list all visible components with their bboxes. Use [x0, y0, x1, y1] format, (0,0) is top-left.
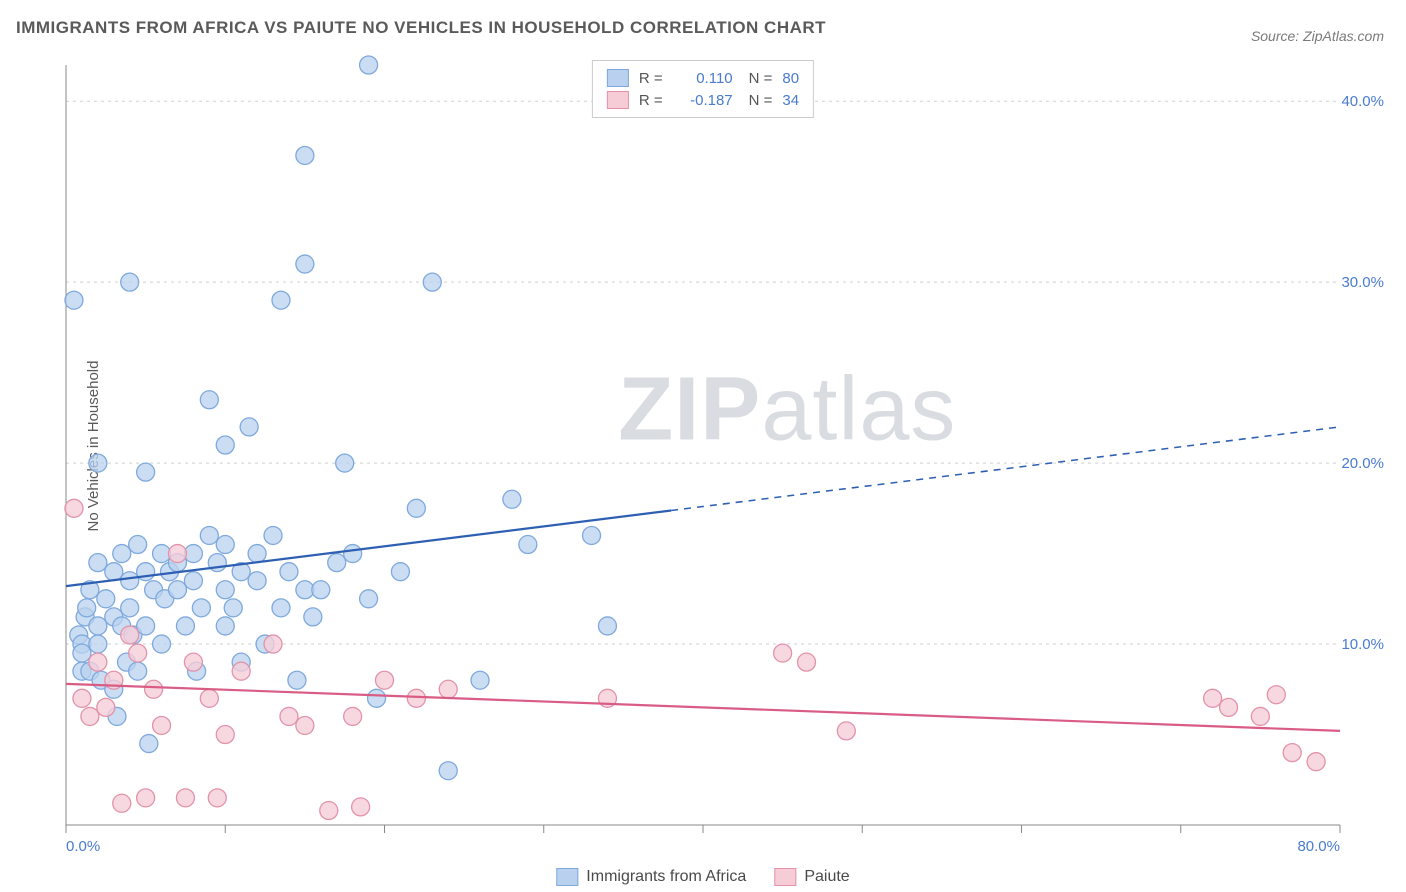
legend-row-series-1: R = -0.187 N = 34 [607, 89, 799, 111]
chart-title: IMMIGRANTS FROM AFRICA VS PAIUTE NO VEHI… [16, 18, 826, 38]
scatter-chart: 10.0% 20.0% 30.0% 40.0% 0.0% 80.0% [50, 55, 1386, 857]
series-legend: Immigrants from Africa Paiute [556, 868, 849, 886]
legend-swatch-icon [556, 868, 578, 886]
legend-row-series-0: R = 0.110 N = 80 [607, 67, 799, 89]
svg-text:0.0%: 0.0% [66, 838, 100, 855]
correlation-legend: R = 0.110 N = 80 R = -0.187 N = 34 [592, 60, 814, 118]
legend-swatch-1 [607, 91, 629, 109]
legend-item-0: Immigrants from Africa [556, 868, 746, 886]
svg-text:10.0%: 10.0% [1341, 636, 1384, 653]
svg-text:30.0%: 30.0% [1341, 274, 1384, 291]
legend-swatch-icon [774, 868, 796, 886]
svg-text:40.0%: 40.0% [1341, 93, 1384, 110]
legend-swatch-0 [607, 69, 629, 87]
source-attribution: Source: ZipAtlas.com [1251, 28, 1384, 44]
svg-text:20.0%: 20.0% [1341, 455, 1384, 472]
chart-area: 10.0% 20.0% 30.0% 40.0% 0.0% 80.0% [50, 55, 1386, 857]
svg-text:80.0%: 80.0% [1297, 838, 1340, 855]
legend-item-1: Paiute [774, 868, 849, 886]
